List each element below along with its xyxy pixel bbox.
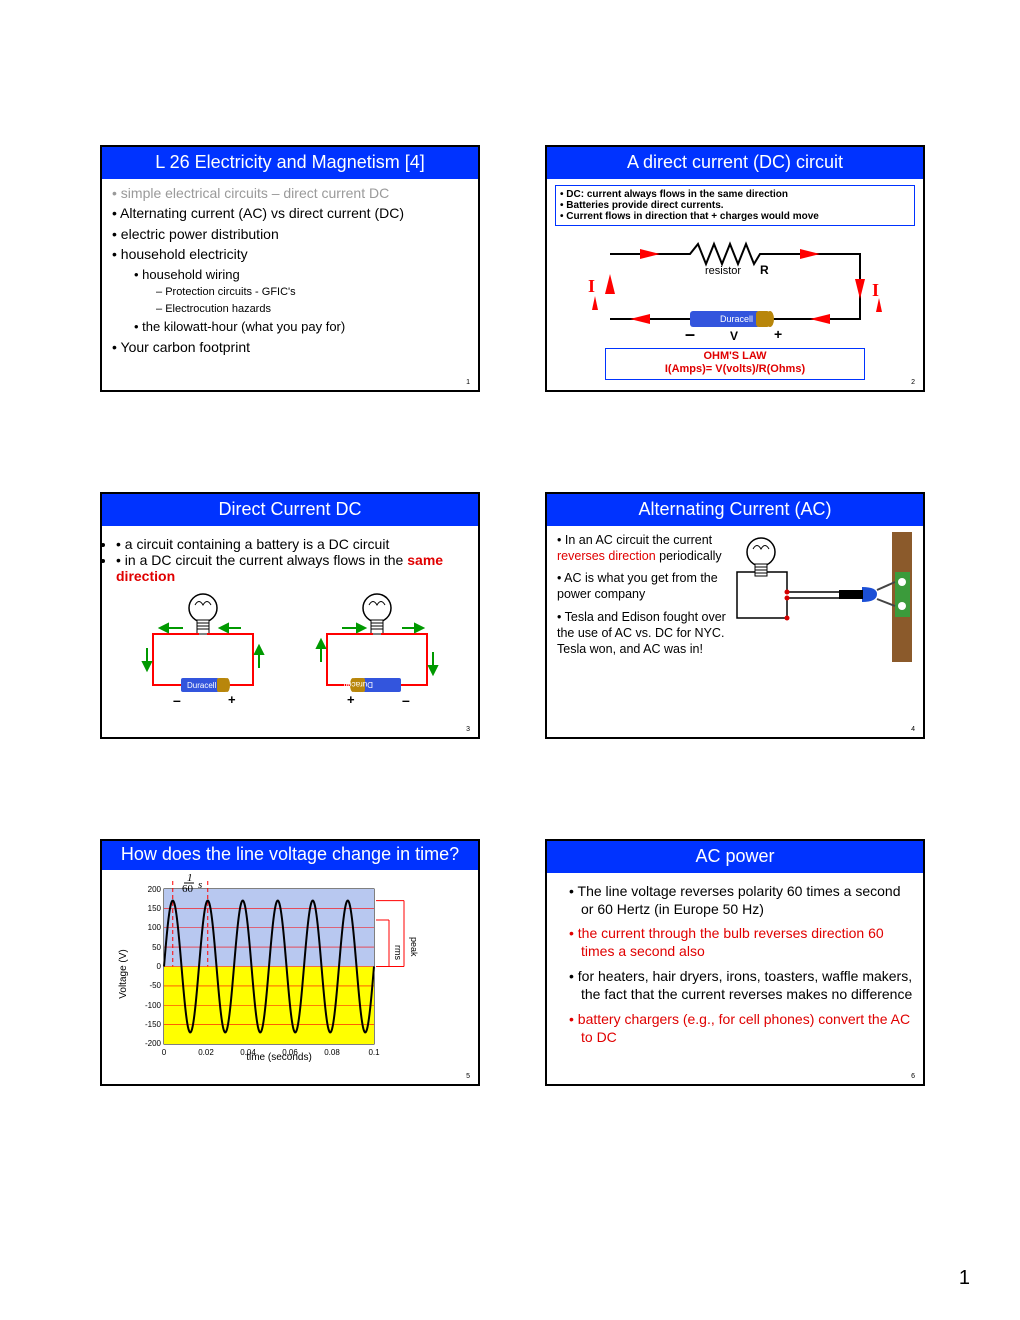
slide-5: How does the line voltage change in time… <box>100 839 480 1086</box>
batt-label: Duracell <box>720 314 753 324</box>
slide2-title: A direct current (DC) circuit <box>547 147 923 179</box>
svg-text:200: 200 <box>148 885 162 894</box>
rms-label: rms <box>393 945 403 960</box>
slide-6: AC power The line voltage reverses polar… <box>545 839 925 1086</box>
svg-text:–: – <box>402 692 410 708</box>
dc-two-circuits: Duracell – + <box>116 590 464 705</box>
s2-num: 2 <box>911 379 915 386</box>
svg-text:0: 0 <box>157 962 162 971</box>
svg-text:0: 0 <box>162 1048 167 1057</box>
s1-i2: Alternating current (AC) vs direct curre… <box>112 205 468 223</box>
svg-text:0.08: 0.08 <box>324 1048 340 1057</box>
svg-text:60: 60 <box>182 883 194 895</box>
svg-text:Duracell: Duracell <box>187 681 217 690</box>
dc-circuit-diagram: Duracell I I <box>570 234 900 344</box>
svg-text:150: 150 <box>148 904 162 913</box>
s1-num: 1 <box>466 379 470 386</box>
svg-text:-100: -100 <box>145 1001 162 1010</box>
svg-text:s: s <box>198 879 202 891</box>
slide-1: L 26 Electricity and Magnetism [4] simpl… <box>100 145 480 392</box>
dc-facts: DC: current always flows in the same dir… <box>555 185 915 226</box>
svg-text:–: – <box>173 692 181 708</box>
s1-i4a2: Electrocution hazards <box>112 303 468 317</box>
s3-b2: in a DC circuit the current always flows… <box>116 552 464 584</box>
svg-text:I: I <box>588 276 595 296</box>
s1-i4: household electricity <box>112 246 468 264</box>
s1-i4b: the kilowatt-hour (what you pay for) <box>112 319 468 335</box>
s6-b3: for heaters, hair dryers, irons, toaster… <box>557 968 913 1004</box>
s6-b2: the current through the bulb reverses di… <box>557 925 913 961</box>
R-label: R <box>760 263 769 277</box>
dc-circ-left: Duracell – + <box>133 590 273 705</box>
ohm-law-box: OHM'S LAW I(Amps)= V(volts)/R(Ohms) <box>605 348 865 381</box>
s2-f3: Current flows in direction that + charge… <box>560 211 910 222</box>
s3-b1: a circuit containing a battery is a DC c… <box>116 536 464 552</box>
svg-text:0.02: 0.02 <box>198 1048 214 1057</box>
svg-text:50: 50 <box>152 943 161 952</box>
ohm2: I(Amps)= V(volts)/R(Ohms) <box>606 363 864 377</box>
slide4-title: Alternating Current (AC) <box>547 494 923 526</box>
svg-text:-50: -50 <box>149 981 161 990</box>
voltage-chart: Voltage (V) time (seconds) <box>102 870 478 1069</box>
slide-4: Alternating Current (AC) In an AC circui… <box>545 492 925 739</box>
ac-diagram <box>727 532 912 702</box>
slide-3: Direct Current DC a circuit containing a… <box>100 492 480 739</box>
slide1-title: L 26 Electricity and Magnetism [4] <box>102 147 478 179</box>
svg-text:Duracell: Duracell <box>343 680 373 689</box>
resistor-label: resistor <box>705 265 741 277</box>
svg-text:-150: -150 <box>145 1020 162 1029</box>
s6-num: 6 <box>911 1073 915 1080</box>
s1-i4a: household wiring <box>112 267 468 283</box>
s5-num: 5 <box>466 1073 470 1080</box>
s6-b4: battery chargers (e.g., for cell phones)… <box>557 1011 913 1047</box>
svg-text:-200: -200 <box>145 1039 162 1048</box>
ylabel: Voltage (V) <box>118 949 129 998</box>
s4-num: 4 <box>911 726 915 733</box>
dc-circ-right: Duracell + – <box>307 590 447 705</box>
svg-text:I: I <box>872 280 879 300</box>
svg-text:+: + <box>228 692 236 707</box>
svg-text:0.1: 0.1 <box>368 1048 380 1057</box>
svg-text:0.04: 0.04 <box>240 1048 256 1057</box>
xlabel: time (seconds) <box>246 1052 312 1063</box>
ohm1: OHM'S LAW <box>606 350 864 364</box>
svg-text:0.06: 0.06 <box>282 1048 298 1057</box>
s1-i5: Your carbon footprint <box>112 339 468 357</box>
s4-b1: In an AC circuit the current reverses di… <box>557 532 727 565</box>
s6-b1: The line voltage reverses polarity 60 ti… <box>557 883 913 919</box>
s1-i3: electric power distribution <box>112 226 468 244</box>
slide-grid: L 26 Electricity and Magnetism [4] simpl… <box>100 145 920 1086</box>
s4-b3: Tesla and Edison fought over the use of … <box>557 609 727 658</box>
s1-i4a1: Protection circuits - GFIC's <box>112 286 468 300</box>
s1-i1: simple electrical circuits – direct curr… <box>112 185 468 203</box>
slide3-title: Direct Current DC <box>102 494 478 526</box>
svg-text:100: 100 <box>148 923 162 932</box>
s2-f2: Batteries provide direct currents. <box>560 200 910 211</box>
peak-label: peak <box>409 937 419 957</box>
plus-label: + <box>774 326 782 342</box>
slide5-title: How does the line voltage change in time… <box>102 841 478 870</box>
s4-b2: AC is what you get from the power compan… <box>557 570 727 603</box>
V-label: V <box>730 329 738 343</box>
slide6-title: AC power <box>547 841 923 873</box>
minus-label: – <box>685 324 695 344</box>
page-footer-num: 1 <box>959 1267 970 1290</box>
slide-2: A direct current (DC) circuit DC: curren… <box>545 145 925 392</box>
svg-text:+: + <box>347 692 355 707</box>
s2-f1: DC: current always flows in the same dir… <box>560 189 910 200</box>
s3-num: 3 <box>466 726 470 733</box>
